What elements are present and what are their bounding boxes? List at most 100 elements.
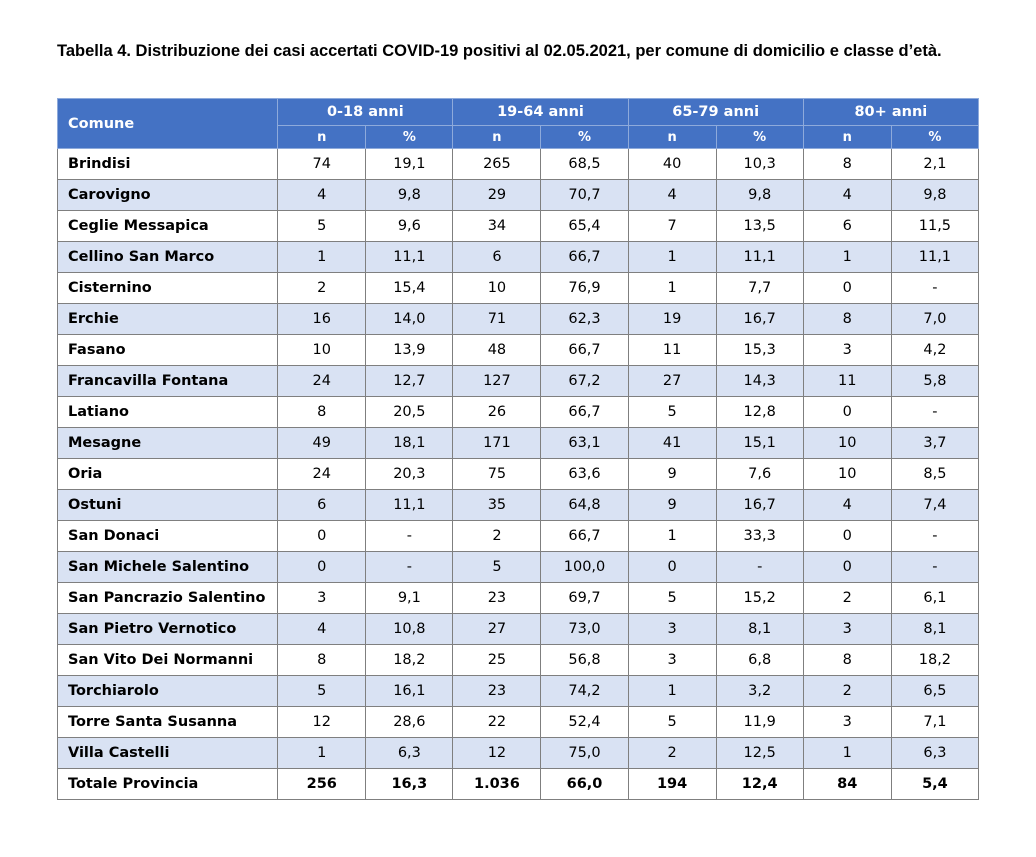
table-row: Ostuni 6 11,1 35 64,8 9 16,7 4 7,4 [56, 489, 980, 521]
percent-cell: 69,7 [540, 582, 629, 614]
percent-cell: 15,3 [715, 334, 804, 366]
percent-cell: 4,2 [890, 334, 980, 366]
percent-cell: 67,2 [540, 365, 629, 397]
percent-cell: 63,1 [540, 427, 629, 459]
count-cell: 1 [802, 241, 892, 273]
count-cell: 2 [277, 272, 367, 304]
count-cell: 0 [802, 396, 892, 428]
count-cell: 256 [277, 768, 367, 800]
table-row: Villa Castelli 1 6,3 12 75,0 2 12,5 1 6,3 [56, 737, 980, 769]
percent-cell: 15,2 [715, 582, 804, 614]
percent-cell: 18,2 [365, 644, 454, 676]
percent-cell: 63,6 [540, 458, 629, 490]
count-cell: 1 [277, 737, 367, 769]
percent-cell: 14,0 [365, 303, 454, 335]
count-cell: 23 [452, 582, 542, 614]
table-row: San Pancrazio Salentino 3 9,1 23 69,7 5 15,2 2 6… [56, 582, 980, 614]
count-cell: 0 [277, 551, 367, 583]
percent-cell: 18,1 [365, 427, 454, 459]
percent-cell: 6,3 [890, 737, 980, 769]
header-group-65-79: 65-79 anni [627, 98, 804, 126]
comune-cell: Oria [56, 458, 279, 490]
percent-cell: 70,7 [540, 179, 629, 211]
count-cell: 11 [802, 365, 892, 397]
percent-cell: 64,8 [540, 489, 629, 521]
percent-cell: - [715, 551, 804, 583]
count-cell: 5 [627, 396, 717, 428]
count-cell: 4 [277, 613, 367, 645]
count-cell: 5 [277, 675, 367, 707]
percent-cell: 5,8 [890, 365, 980, 397]
percent-cell: 9,8 [365, 179, 454, 211]
header-group-80-plus: 80+ anni [802, 98, 980, 126]
percent-cell: 20,3 [365, 458, 454, 490]
comune-cell: Latiano [56, 396, 279, 428]
percent-cell: 74,2 [540, 675, 629, 707]
total-row: Totale Provincia 256 16,3 1.036 66,0 194 12,4 8… [56, 768, 980, 800]
percent-cell: 28,6 [365, 706, 454, 738]
count-cell: 194 [627, 768, 717, 800]
count-cell: 4 [802, 179, 892, 211]
percent-cell: 14,3 [715, 365, 804, 397]
table-row: Erchie 16 14,0 71 62,3 19 16,7 8 7,0 [56, 303, 980, 335]
count-cell: 8 [277, 644, 367, 676]
count-cell: 10 [802, 427, 892, 459]
count-cell: 25 [452, 644, 542, 676]
percent-cell: 6,5 [890, 675, 980, 707]
table-caption: Tabella 4. Distribuzione dei casi accert… [57, 42, 942, 60]
percent-cell: 8,5 [890, 458, 980, 490]
count-cell: 5 [277, 210, 367, 242]
percent-cell: 76,9 [540, 272, 629, 304]
percent-cell: 9,1 [365, 582, 454, 614]
count-cell: 22 [452, 706, 542, 738]
count-cell: 10 [802, 458, 892, 490]
comune-cell: San Pietro Vernotico [56, 613, 279, 645]
header-pct: % [890, 125, 980, 149]
percent-cell: 75,0 [540, 737, 629, 769]
percent-cell: 12,8 [715, 396, 804, 428]
percent-cell: 10,8 [365, 613, 454, 645]
count-cell: 4 [802, 489, 892, 521]
percent-cell: 11,1 [365, 241, 454, 273]
percent-cell: 12,5 [715, 737, 804, 769]
count-cell: 12 [452, 737, 542, 769]
count-cell: 265 [452, 148, 542, 180]
percent-cell: 7,7 [715, 272, 804, 304]
count-cell: 27 [452, 613, 542, 645]
percent-cell: 33,3 [715, 520, 804, 552]
percent-cell: 66,7 [540, 241, 629, 273]
percent-cell: 18,2 [890, 644, 980, 676]
comune-cell: Cisternino [56, 272, 279, 304]
percent-cell: 12,4 [715, 768, 804, 800]
percent-cell: 5,4 [890, 768, 980, 800]
percent-cell: 11,5 [890, 210, 980, 242]
comune-cell: Ceglie Messapica [56, 210, 279, 242]
percent-cell: 16,7 [715, 303, 804, 335]
count-cell: 5 [452, 551, 542, 583]
header-n: n [277, 125, 367, 149]
percent-cell: 7,4 [890, 489, 980, 521]
count-cell: 2 [802, 675, 892, 707]
percent-cell: 19,1 [365, 148, 454, 180]
count-cell: 2 [802, 582, 892, 614]
table-row: Carovigno 4 9,8 29 70,7 4 9,8 4 9,8 [56, 179, 980, 211]
count-cell: 2 [627, 737, 717, 769]
comune-cell: Torre Santa Susanna [56, 706, 279, 738]
percent-cell: 6,1 [890, 582, 980, 614]
comune-cell: San Vito Dei Normanni [56, 644, 279, 676]
comune-cell: Carovigno [56, 179, 279, 211]
count-cell: 29 [452, 179, 542, 211]
header-n: n [452, 125, 542, 149]
header-group-0-18: 0-18 anni [277, 98, 454, 126]
comune-cell: Erchie [56, 303, 279, 335]
percent-cell: - [890, 272, 980, 304]
count-cell: 41 [627, 427, 717, 459]
percent-cell: 52,4 [540, 706, 629, 738]
table-body: Brindisi 74 19,1 265 68,5 40 10,3 8 2,1 Carovigno… [56, 148, 980, 800]
percent-cell: 73,0 [540, 613, 629, 645]
percent-cell: 16,1 [365, 675, 454, 707]
header-n: n [627, 125, 717, 149]
table-row: San Donaci 0-2 66,7 1 33,3 0- [56, 520, 980, 552]
header-n: n [802, 125, 892, 149]
percent-cell: - [365, 520, 454, 552]
